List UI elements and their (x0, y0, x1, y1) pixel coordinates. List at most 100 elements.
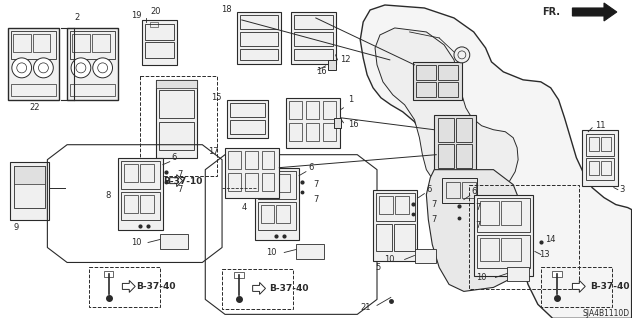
Bar (294, 15, 333, 29)
Bar (230, 103, 266, 117)
Bar (13, 34, 31, 52)
Bar (474, 195, 533, 277)
Bar (376, 224, 392, 251)
Bar (541, 267, 612, 308)
Bar (227, 100, 268, 138)
Bar (225, 148, 279, 197)
Bar (70, 84, 115, 96)
Polygon shape (156, 80, 197, 88)
Bar (442, 178, 477, 203)
Bar (14, 166, 45, 208)
Bar (601, 161, 611, 174)
Bar (262, 173, 275, 191)
Polygon shape (122, 280, 135, 293)
Polygon shape (253, 282, 266, 294)
Bar (122, 161, 160, 189)
Bar (552, 271, 561, 278)
Polygon shape (170, 174, 182, 187)
Bar (276, 204, 290, 223)
Bar (10, 162, 49, 219)
Bar (156, 80, 197, 158)
Bar (582, 130, 618, 186)
Bar (306, 101, 319, 119)
Text: 18: 18 (221, 5, 232, 14)
Bar (145, 42, 173, 58)
Bar (8, 28, 60, 100)
Bar (508, 267, 529, 281)
Circle shape (454, 47, 470, 63)
Bar (477, 234, 530, 269)
Bar (159, 122, 195, 150)
Text: B-37-40: B-37-40 (269, 284, 309, 293)
Circle shape (33, 58, 53, 78)
Text: 11: 11 (595, 121, 605, 130)
Text: 20: 20 (150, 7, 161, 17)
Bar (373, 189, 417, 262)
Text: SJA4B1110D: SJA4B1110D (582, 309, 629, 318)
Bar (244, 151, 257, 169)
Bar (446, 182, 460, 197)
Bar (159, 90, 195, 118)
Text: 10: 10 (131, 238, 141, 247)
Text: 7: 7 (475, 221, 481, 230)
Bar (240, 15, 278, 29)
Text: 4: 4 (241, 203, 247, 212)
Bar (257, 202, 296, 230)
Bar (417, 65, 436, 80)
Bar (72, 34, 90, 52)
Bar (260, 174, 275, 192)
Text: 7: 7 (177, 170, 182, 179)
Bar (228, 151, 241, 169)
Text: 14: 14 (545, 235, 556, 244)
Bar (257, 171, 296, 199)
Bar (323, 123, 335, 141)
Polygon shape (360, 5, 632, 318)
Bar (417, 82, 436, 97)
Bar (456, 144, 472, 168)
Bar (234, 272, 244, 278)
Bar (415, 249, 436, 263)
Text: 16: 16 (348, 120, 358, 129)
Bar (289, 123, 302, 141)
Bar (589, 161, 599, 174)
Bar (289, 101, 302, 119)
Text: 19: 19 (131, 11, 141, 20)
Bar (140, 195, 154, 212)
Circle shape (12, 58, 31, 78)
Bar (124, 195, 138, 212)
Bar (11, 84, 56, 96)
Bar (601, 137, 611, 151)
Bar (140, 164, 154, 182)
Bar (501, 238, 521, 262)
Bar (240, 32, 278, 46)
Text: 2: 2 (74, 13, 79, 22)
Bar (468, 185, 579, 289)
Text: 9: 9 (14, 223, 19, 232)
Text: 6: 6 (471, 187, 476, 196)
Bar (479, 201, 499, 225)
Bar (230, 120, 266, 134)
Bar (276, 174, 290, 192)
Bar (438, 65, 458, 80)
Text: 8: 8 (105, 191, 111, 200)
Bar (379, 196, 393, 213)
Bar (228, 173, 241, 191)
Bar (323, 101, 335, 119)
Bar (262, 151, 275, 169)
Bar (160, 234, 188, 249)
Text: B-37-40: B-37-40 (136, 282, 176, 291)
Bar (145, 24, 173, 40)
Bar (435, 115, 476, 170)
Bar (244, 173, 257, 191)
Text: 7: 7 (431, 200, 437, 209)
Bar (333, 118, 342, 128)
Bar (456, 118, 472, 142)
Circle shape (93, 58, 113, 78)
Text: 3: 3 (619, 185, 625, 194)
Text: 7: 7 (177, 185, 182, 194)
Bar (477, 197, 530, 232)
Bar (462, 182, 476, 197)
Bar (240, 49, 278, 60)
Text: 5: 5 (375, 263, 380, 272)
Bar (294, 49, 333, 60)
